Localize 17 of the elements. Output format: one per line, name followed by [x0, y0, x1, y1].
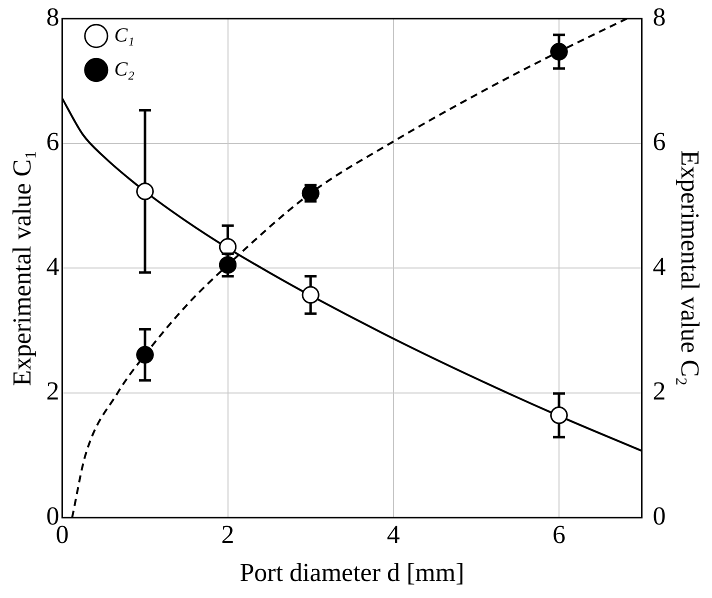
y-tick-label: 4: [46, 252, 60, 281]
y2-tick-label: 0: [652, 501, 666, 530]
legend-label: C₁: [114, 24, 134, 46]
x-tick-label: 6: [552, 520, 566, 550]
y2-tick-label: 2: [652, 376, 666, 406]
y-axis-title: Experimental value C₁: [7, 150, 36, 386]
x-tick-label: 2: [221, 520, 234, 550]
y2-tick-label: 6: [652, 127, 666, 156]
x-tick-label: 4: [386, 520, 400, 550]
legend-label: C₂: [114, 58, 135, 80]
y-tick-label: 6: [46, 127, 60, 156]
y2-tick-label: 4: [652, 252, 666, 281]
x-axis-title: Port diameter d [mm]: [240, 558, 464, 588]
y2-tick-label: 8: [652, 2, 666, 32]
y-tick-label: 2: [46, 376, 60, 406]
y-tick-label: 8: [46, 2, 60, 32]
y2-axis-title: Experimental value C₂: [676, 150, 705, 386]
